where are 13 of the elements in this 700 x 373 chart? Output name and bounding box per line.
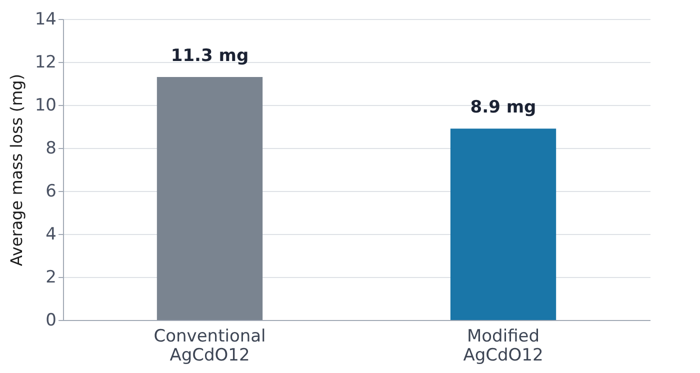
x-tick-label: Conventional AgCdO12	[154, 326, 266, 366]
data-label: 8.9 mg	[470, 98, 536, 118]
y-tick-label: 10	[34, 96, 56, 116]
x-tick-label: Modified AgCdO12	[463, 326, 544, 366]
y-tick-label: 0	[46, 310, 56, 330]
y-axis-title: Average mass loss (mg)	[6, 74, 26, 266]
y-tick-label: 6	[46, 182, 56, 202]
y-tick-label: 4	[46, 224, 56, 244]
data-label: 11.3 mg	[170, 46, 249, 66]
y-tick-label: 8	[46, 138, 56, 158]
y-tick-label: 2	[46, 268, 56, 288]
y-tick-label: 14	[34, 10, 56, 30]
y-tick-label: 12	[34, 52, 56, 72]
